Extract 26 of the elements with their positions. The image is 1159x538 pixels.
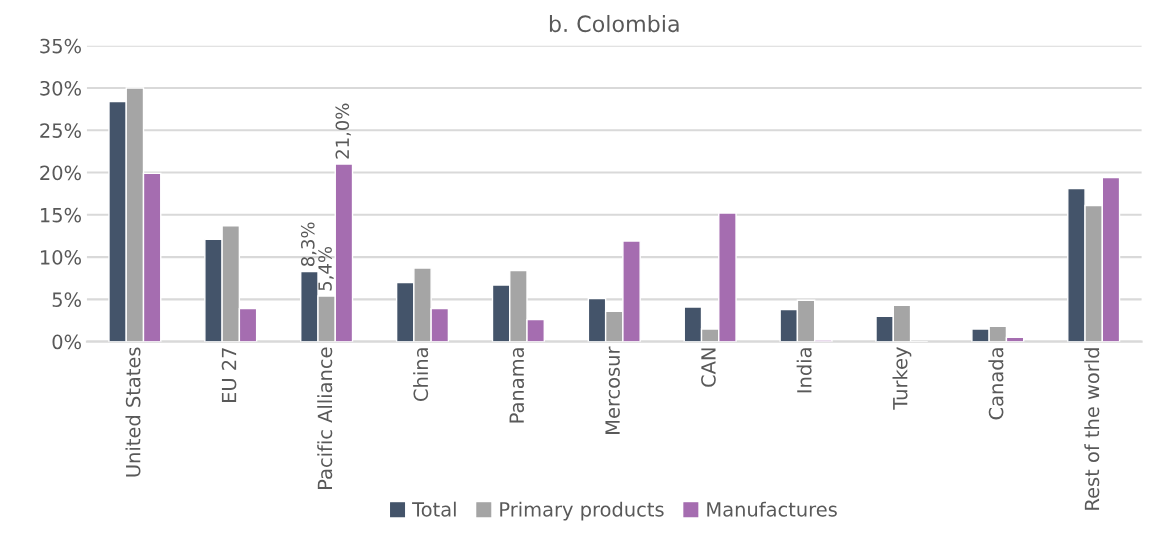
data-label: 8,3%: [300, 222, 317, 267]
y-tick-label: 30%: [40, 80, 81, 96]
x-tick-label: China: [413, 348, 429, 401]
y-tick-label: 15%: [40, 207, 81, 223]
data-label: 5,4%: [318, 246, 334, 291]
y-tick-label: 20%: [40, 165, 81, 181]
legend-label: Manufactures: [707, 501, 837, 517]
chart-title: b. Colombia: [549, 14, 679, 33]
x-tick-label: India: [796, 348, 812, 393]
y-tick-label: 25%: [40, 123, 81, 138]
y-tick-label: 35%: [40, 38, 81, 54]
y-tick-label: 0%: [52, 334, 81, 350]
y-tick-label: 5%: [52, 292, 81, 308]
legend-label: Primary products: [500, 501, 664, 521]
y-tick-label: 10%: [40, 250, 81, 265]
x-tick-label: Panama: [509, 348, 525, 423]
x-tick-label: EU 27: [221, 348, 237, 403]
x-tick-label: CAN: [701, 348, 716, 387]
x-tick-label: Mercosur: [605, 346, 620, 434]
x-tick-label: Canada: [988, 348, 1004, 420]
x-tick-label: Rest of the world: [1084, 348, 1100, 510]
x-tick-label: Turkey: [892, 347, 912, 410]
x-tick-label: United States: [125, 347, 141, 477]
data-label: 21,0%: [335, 103, 351, 159]
legend-label: Total: [412, 501, 456, 517]
x-tick-label: Pacific Alliance: [317, 347, 333, 489]
